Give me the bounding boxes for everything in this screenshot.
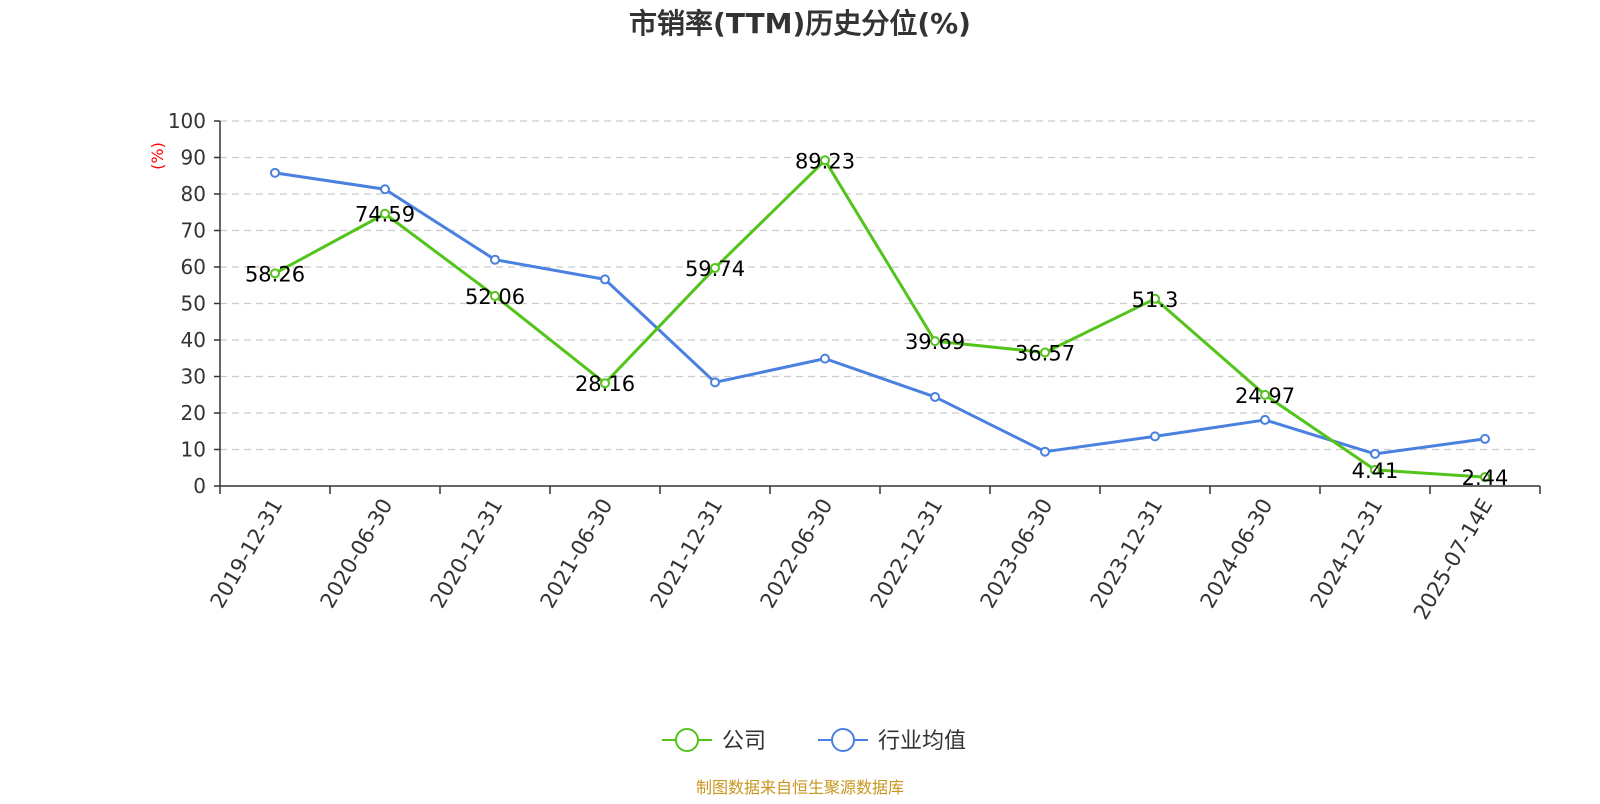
series-line [274,171,1486,456]
data-point[interactable] [380,184,390,195]
legend-marker [675,728,699,752]
data-point[interactable] [490,290,500,301]
data-point[interactable] [1370,448,1380,459]
data-label: 51.3 [1132,288,1179,312]
y-tick-label: 70 [181,219,206,243]
y-axis-unit-label: (%) [148,142,167,170]
legend-label: 行业均值 [878,729,966,754]
x-tick-label: 2021-06-30 [536,495,618,613]
data-label: 52.06 [465,285,525,309]
y-tick-label: 60 [181,255,206,279]
grid-lines [220,120,1540,451]
data-point[interactable] [380,208,390,219]
y-tick-label: 50 [181,292,206,316]
x-tick-label: 2023-12-31 [1086,495,1168,613]
data-label: 59.74 [685,257,745,281]
x-tick-label: 2019-12-31 [206,495,288,613]
data-point[interactable] [1040,347,1050,358]
data-point[interactable] [270,167,280,178]
data-point[interactable] [1260,389,1270,400]
data-label: 36.57 [1015,342,1075,366]
data-label: 58.26 [245,262,305,286]
data-point[interactable] [600,274,610,285]
data-point[interactable] [490,254,500,265]
data-point[interactable] [270,268,280,279]
y-tick-label: 90 [181,146,206,170]
data-point[interactable] [1260,414,1270,425]
series-lines [270,155,1490,483]
series-line [274,158,1486,479]
data-labels: 58.26 74.59 52.06 28.16 59.74 89.23 39.69 36.57… [245,149,1508,490]
x-tick-label: 2024-12-31 [1306,495,1388,613]
y-tick-label: 10 [181,438,206,462]
x-tick-label: 2024-06-30 [1196,495,1278,613]
chart-title: 市销率(TTM)历史分位(%) [629,7,971,40]
data-point[interactable] [1370,464,1380,475]
data-point[interactable] [1150,293,1160,304]
x-tick-label: 2022-12-31 [866,495,948,613]
data-label: 4.41 [1352,459,1399,483]
x-tick-label: 2025-07-14E [1409,495,1497,624]
source-note: 制图数据来自恒生聚源数据库 [696,778,904,797]
data-label: 74.59 [355,203,415,227]
y-tick-label: 100 [168,109,206,133]
data-point[interactable] [710,262,720,273]
y-tick-label: 0 [193,474,206,498]
data-label: 2.44 [1462,466,1509,490]
x-tick-label: 2020-06-30 [316,495,398,613]
legend-item[interactable]: 行业均值 [818,728,966,754]
y-tick-label: 80 [181,182,206,206]
y-tick-label: 40 [181,328,206,352]
data-point[interactable] [710,377,720,388]
data-point[interactable] [1040,446,1050,457]
data-point[interactable] [1150,431,1160,442]
x-tick-label: 2023-06-30 [976,495,1058,613]
x-tick-label: 2022-06-30 [756,495,838,613]
x-tick-label: 2021-12-31 [646,495,728,613]
data-point[interactable] [600,378,610,389]
data-point[interactable] [930,336,940,347]
data-point[interactable] [1480,433,1490,444]
data-point[interactable] [1480,472,1490,483]
data-label: 39.69 [905,330,965,354]
data-point[interactable] [820,353,830,364]
data-point[interactable] [930,391,940,402]
legend-label: 公司 [722,729,766,754]
data-label: 24.97 [1235,384,1295,408]
data-label: 89.23 [795,149,855,173]
legend-item[interactable]: 公司 [662,728,766,754]
y-tick-label: 30 [181,365,206,389]
y-tick-label: 20 [181,401,206,425]
legend-marker [831,728,855,752]
data-point[interactable] [820,155,830,166]
data-label: 28.16 [575,372,635,396]
legend[interactable]: 公司 行业均值 [662,728,966,754]
x-tick-label: 2020-12-31 [426,495,508,613]
